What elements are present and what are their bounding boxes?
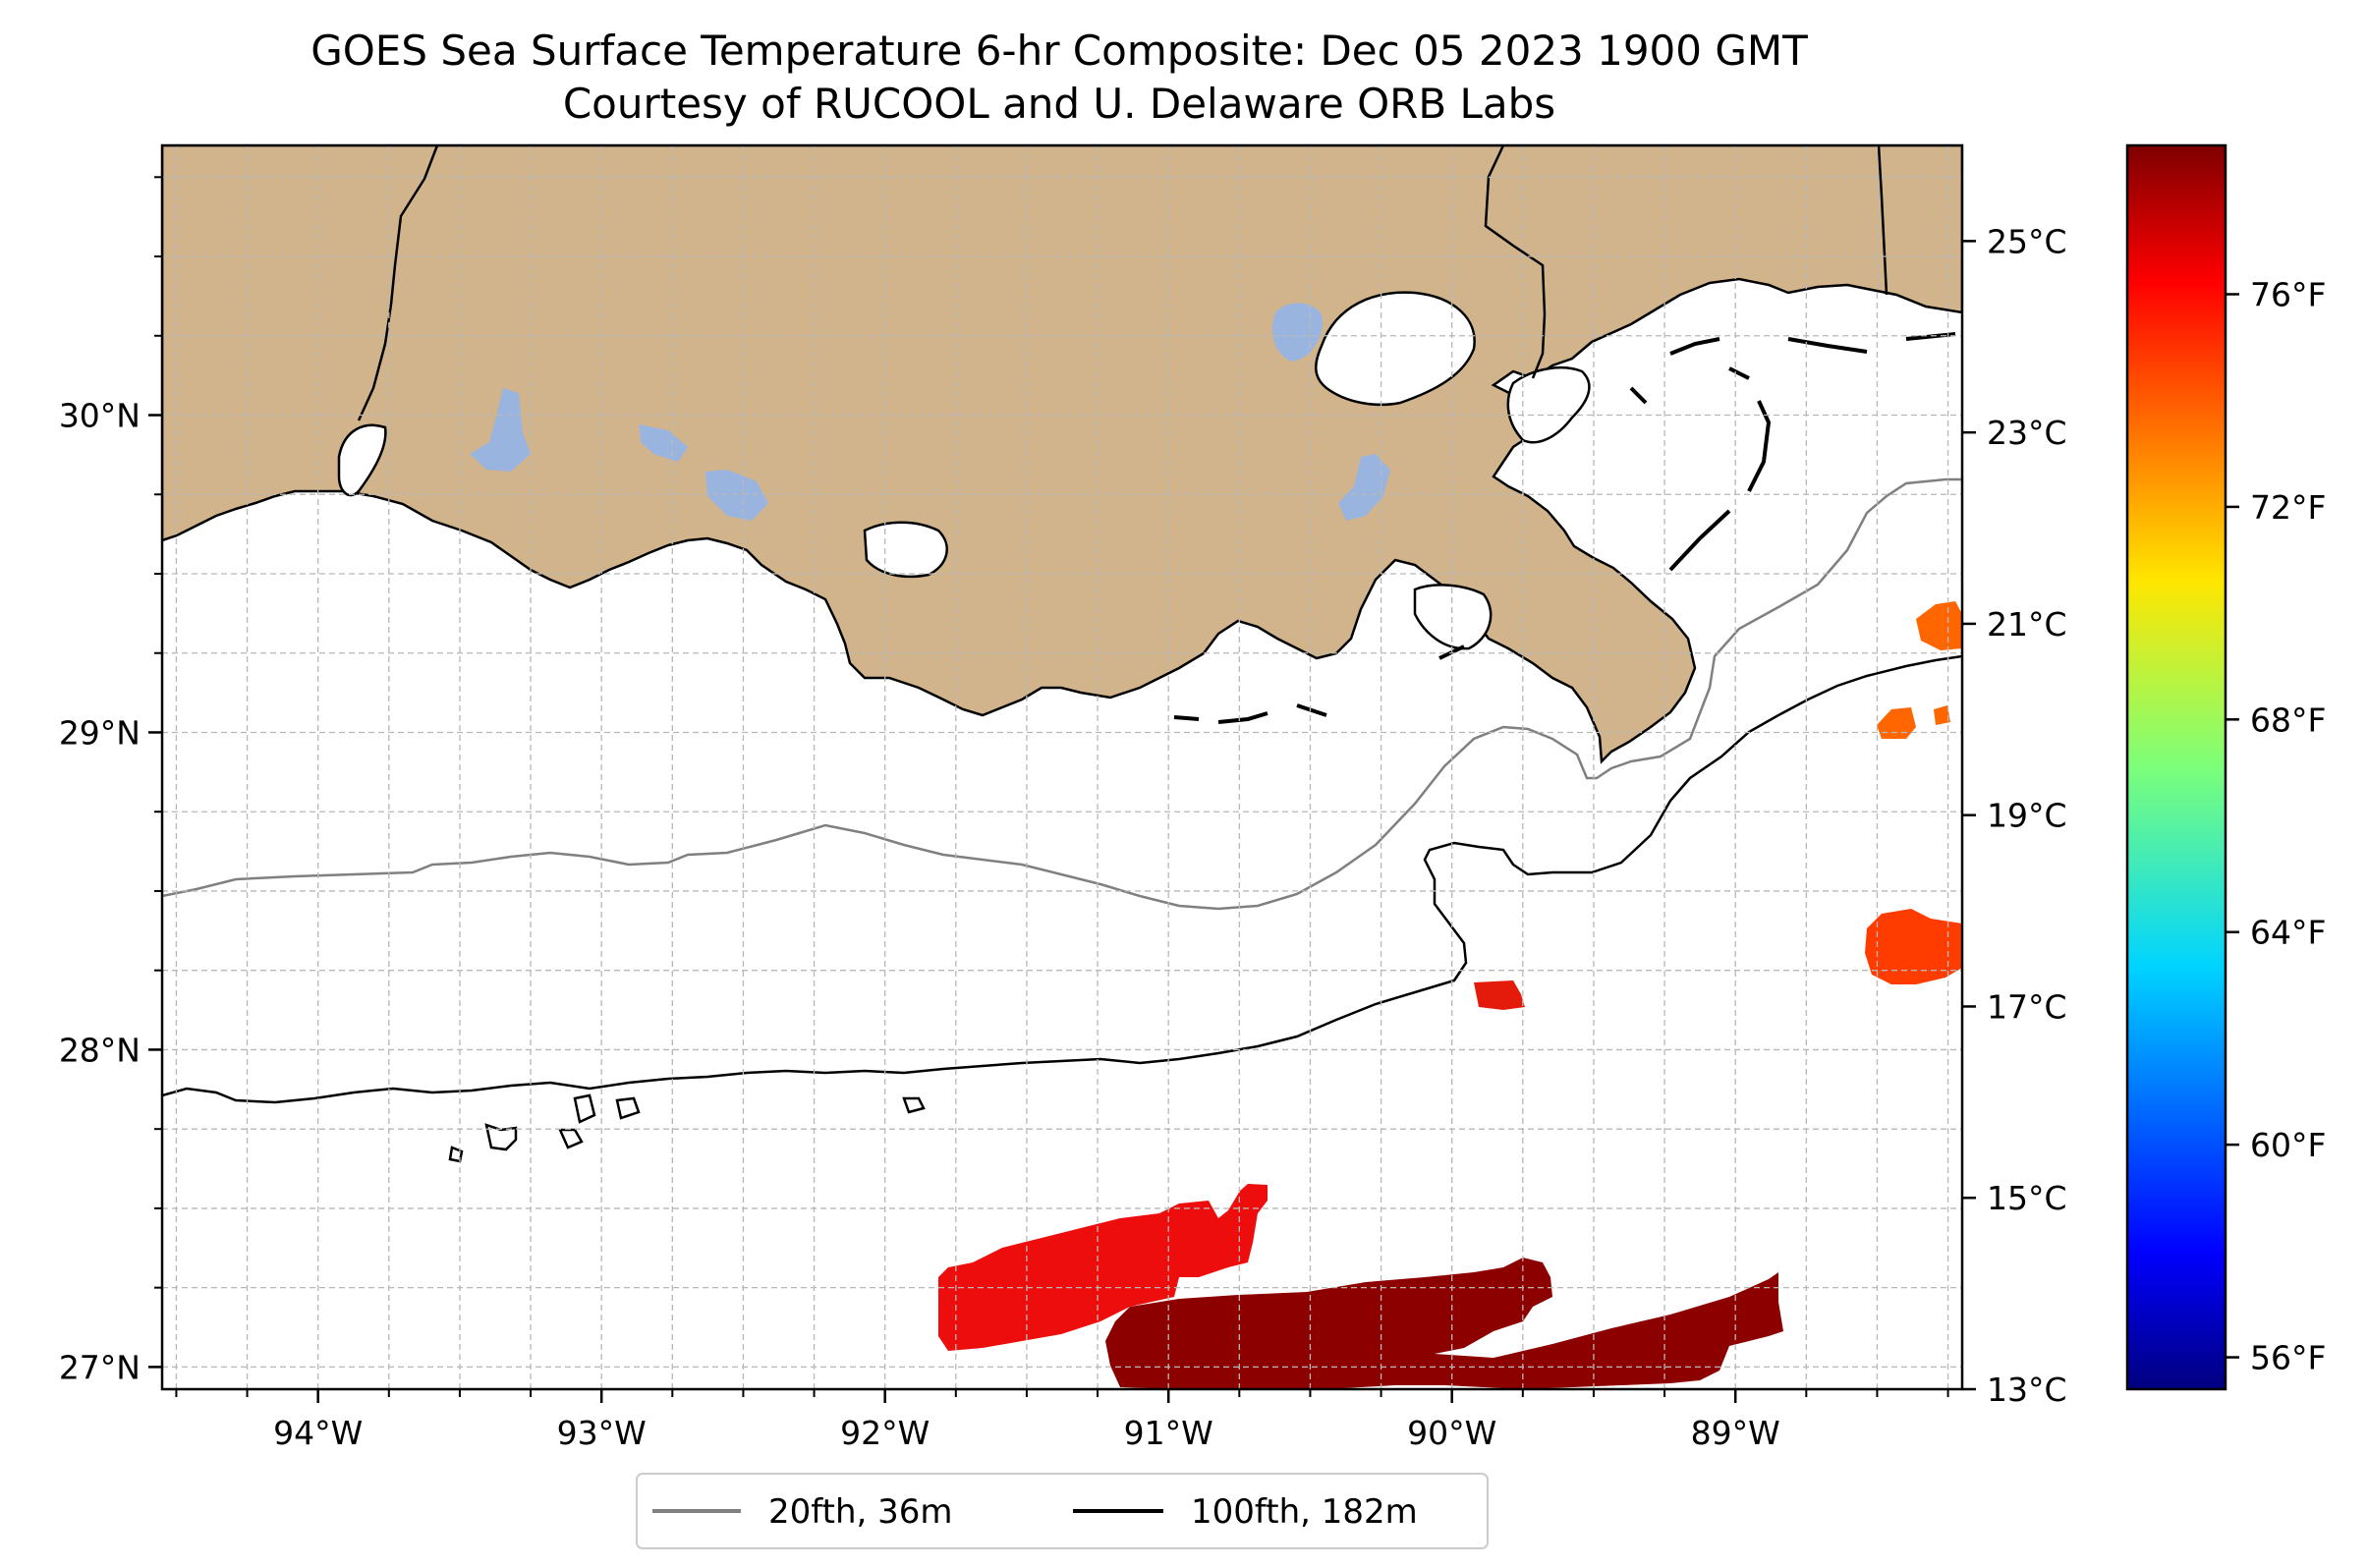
colorbar-celsius-axis: 25°C 23°C 21°C 19°C 17°C 15°C 13°C [1962,222,2067,1409]
fahrenheit-tick-label: 76°F [2250,275,2326,313]
atchafalaya-bay [863,521,948,579]
lon-axis: 94°W 93°W 92°W 91°W 90°W 89°W [175,1389,1949,1452]
lat-tick-label: 28°N [59,1031,141,1069]
fahrenheit-tick-label: 56°F [2250,1339,2326,1377]
map-title-line2: Courtesy of RUCOOL and U. Delaware ORB L… [563,80,1555,128]
map-panel [162,145,1962,1389]
lake-icon [1338,454,1390,521]
sst-patches [938,601,1962,1389]
sst-patch [938,1184,1268,1351]
fahrenheit-tick-label: 68°F [2250,700,2326,739]
map-frame [160,143,1964,1391]
isobath-20fth [162,477,1962,911]
map-gridlines [162,145,1962,1389]
celsius-tick-label: 13°C [1987,1371,2067,1409]
celsius-tick-label: 17°C [1987,987,2067,1026]
celsius-tick-label: 23°C [1987,414,2067,452]
celsius-tick-label: 21°C [1987,605,2067,644]
legend-label-20fth: 20fth, 36m [768,1492,953,1532]
lon-tick-label: 91°W [1124,1414,1213,1452]
lat-axis: 27°N 28°N 29°N 30°N [59,176,162,1386]
terrebonne-bay [1413,584,1493,650]
sst-patch [1877,707,1916,739]
lon-tick-label: 94°W [273,1414,363,1452]
lake-pontchartrain [1315,291,1476,407]
lon-tick-label: 90°W [1407,1414,1496,1452]
lake-icon [470,388,531,472]
lat-tick-label: 30°N [59,397,141,435]
colorbar: 25°C 23°C 21°C 19°C 17°C 15°C 13°C 76°F 72°F 68°… [1962,143,2326,1409]
legend-box [636,1473,1489,1549]
land-mass [162,145,1962,764]
lake-icon [705,470,768,521]
lake-icon [639,424,688,462]
legend-label-100fth: 100fth, 182m [1191,1492,1418,1532]
colorbar-fahrenheit-axis: 76°F 72°F 68°F 64°F 60°F 56°F [2226,275,2326,1377]
celsius-tick-label: 15°C [1987,1179,2067,1217]
celsius-tick-label: 19°C [1987,797,2067,835]
isobath-legend: 20fth, 36m 100fth, 182m [636,1473,1489,1549]
sst-patch [1916,601,1962,650]
calcasieu-lake [337,423,387,497]
sst-patch [1105,1258,1783,1389]
colorbar-gradient [2125,143,2227,1391]
lon-tick-label: 93°W [557,1414,647,1452]
isobath-100fth-islands [448,1093,926,1163]
state-borders [357,145,1888,421]
barrier-islands [1173,332,1956,724]
fahrenheit-tick-label: 64°F [2250,914,2326,952]
sst-patch [1474,980,1525,1010]
fahrenheit-tick-label: 60°F [2250,1126,2326,1164]
lat-tick-label: 29°N [59,713,141,752]
lon-tick-label: 92°W [840,1414,930,1452]
lake-borgne [1506,365,1591,444]
lon-tick-label: 89°W [1691,1414,1780,1452]
map-title-line1: GOES Sea Surface Temperature 6-hr Compos… [310,27,1808,75]
sst-patch [1934,705,1950,725]
fahrenheit-tick-label: 72°F [2250,488,2326,527]
isobath-100fth [162,654,1962,1104]
lat-tick-label: 27°N [59,1348,141,1386]
sst-patch [1865,909,1962,984]
celsius-tick-label: 25°C [1987,222,2067,260]
